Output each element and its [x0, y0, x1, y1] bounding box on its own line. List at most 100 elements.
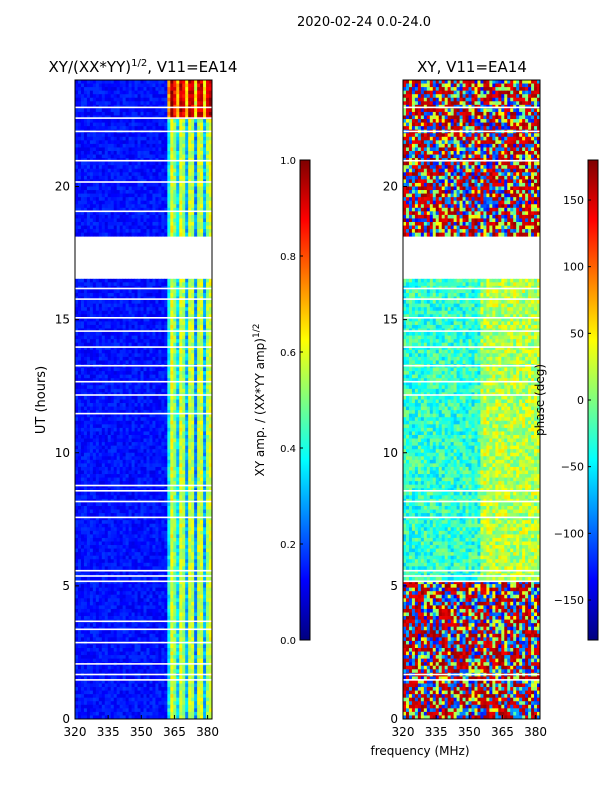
heatmap-cell	[155, 133, 159, 138]
heatmap-cell	[185, 491, 189, 496]
heatmap-cell	[92, 200, 97, 205]
heatmap-cell	[128, 143, 132, 148]
heatmap-cell	[77, 449, 82, 454]
heatmap-cell	[188, 204, 192, 209]
heatmap-cell	[107, 168, 112, 173]
heatmap-cell	[113, 111, 118, 116]
heatmap-cell	[83, 225, 88, 230]
heatmap-cell	[176, 413, 180, 418]
heatmap-cell	[164, 491, 168, 496]
heatmap-cell	[209, 136, 213, 141]
heatmap-cell	[77, 332, 82, 336]
heatmap-cell	[119, 108, 124, 113]
heatmap-cell	[107, 211, 112, 216]
heatmap-cell	[194, 477, 198, 482]
heatmap-cell	[161, 119, 165, 123]
heatmap-cell	[92, 463, 97, 468]
heatmap-cell	[128, 222, 132, 226]
heatmap-cell	[125, 80, 130, 84]
heatmap-cell	[194, 438, 198, 443]
heatmap-cell	[185, 466, 189, 471]
heatmap-cell	[75, 101, 79, 106]
heatmap-cell	[140, 452, 144, 457]
heatmap-cell	[113, 190, 118, 194]
heatmap-cell	[149, 502, 153, 507]
heatmap-cell	[188, 346, 192, 351]
heatmap-cell	[149, 211, 153, 216]
heatmap-cell	[131, 477, 135, 482]
heatmap-cell	[122, 87, 127, 92]
heatmap-cell	[101, 222, 106, 226]
heatmap-cell	[134, 87, 138, 92]
heatmap-cell	[182, 211, 186, 216]
heatmap-cell	[122, 424, 127, 429]
heatmap-cell	[86, 300, 91, 305]
heatmap-cell	[209, 222, 213, 226]
heatmap-cell	[113, 101, 118, 106]
heatmap-cell	[125, 502, 130, 507]
heatmap-cell	[155, 154, 159, 159]
heatmap-cell	[203, 97, 207, 102]
heatmap-cell	[125, 360, 130, 365]
heatmap-cell	[89, 133, 94, 138]
heatmap-cell	[89, 360, 94, 365]
heatmap-cell	[179, 161, 183, 166]
heatmap-cell	[143, 94, 147, 99]
heatmap-cell	[182, 218, 186, 223]
heatmap-cell	[179, 140, 183, 145]
heatmap-cell	[203, 417, 207, 422]
heatmap-cell	[143, 424, 147, 429]
heatmap-cell	[167, 303, 171, 308]
heatmap-cell	[158, 278, 162, 283]
heatmap-cell	[140, 168, 144, 173]
heatmap-cell	[107, 218, 112, 223]
heatmap-cell	[197, 438, 201, 443]
heatmap-cell	[191, 346, 195, 351]
heatmap-cell	[170, 424, 174, 429]
heatmap-cell	[110, 445, 115, 450]
heatmap-cell	[146, 378, 150, 383]
heatmap-cell	[158, 136, 162, 141]
heatmap-cell	[125, 385, 130, 390]
heatmap-cell	[197, 317, 201, 322]
heatmap-cell	[167, 154, 171, 159]
heatmap-cell	[146, 94, 150, 99]
heatmap-cell	[146, 332, 150, 336]
heatmap-cell	[161, 317, 165, 322]
heatmap-cell	[122, 90, 127, 95]
heatmap-cell	[149, 420, 153, 425]
heatmap-cell	[209, 332, 213, 336]
heatmap-cell	[161, 438, 165, 443]
heatmap-cell	[86, 346, 91, 351]
heatmap-cell	[134, 495, 138, 500]
heatmap-cell	[209, 126, 213, 131]
heatmap-cell	[134, 229, 138, 234]
heatmap-cell	[146, 339, 150, 344]
heatmap-cell	[206, 332, 210, 336]
heatmap-cell	[89, 289, 94, 294]
heatmap-cell	[128, 133, 132, 138]
heatmap-cell	[161, 300, 165, 305]
heatmap-cell	[98, 420, 103, 425]
heatmap-cell	[92, 278, 97, 283]
heatmap-cell	[191, 356, 195, 361]
heatmap-cell	[209, 424, 213, 429]
heatmap-cell	[137, 165, 141, 170]
heatmap-cell	[77, 367, 82, 372]
heatmap-cell	[128, 484, 132, 489]
heatmap-cell	[167, 83, 171, 88]
heatmap-cell	[116, 314, 121, 319]
heatmap-cell	[86, 154, 91, 159]
heatmap-cell	[95, 165, 100, 170]
heatmap-cell	[89, 218, 94, 223]
heatmap-cell	[161, 410, 165, 415]
heatmap-cell	[161, 289, 165, 294]
heatmap-cell	[161, 424, 165, 429]
heatmap-cell	[101, 154, 106, 159]
heatmap-cell	[89, 94, 94, 99]
heatmap-cell	[116, 381, 121, 386]
heatmap-cell	[92, 332, 97, 336]
heatmap-cell	[131, 151, 135, 155]
heatmap-cell	[113, 367, 118, 372]
heatmap-cell	[107, 335, 112, 340]
